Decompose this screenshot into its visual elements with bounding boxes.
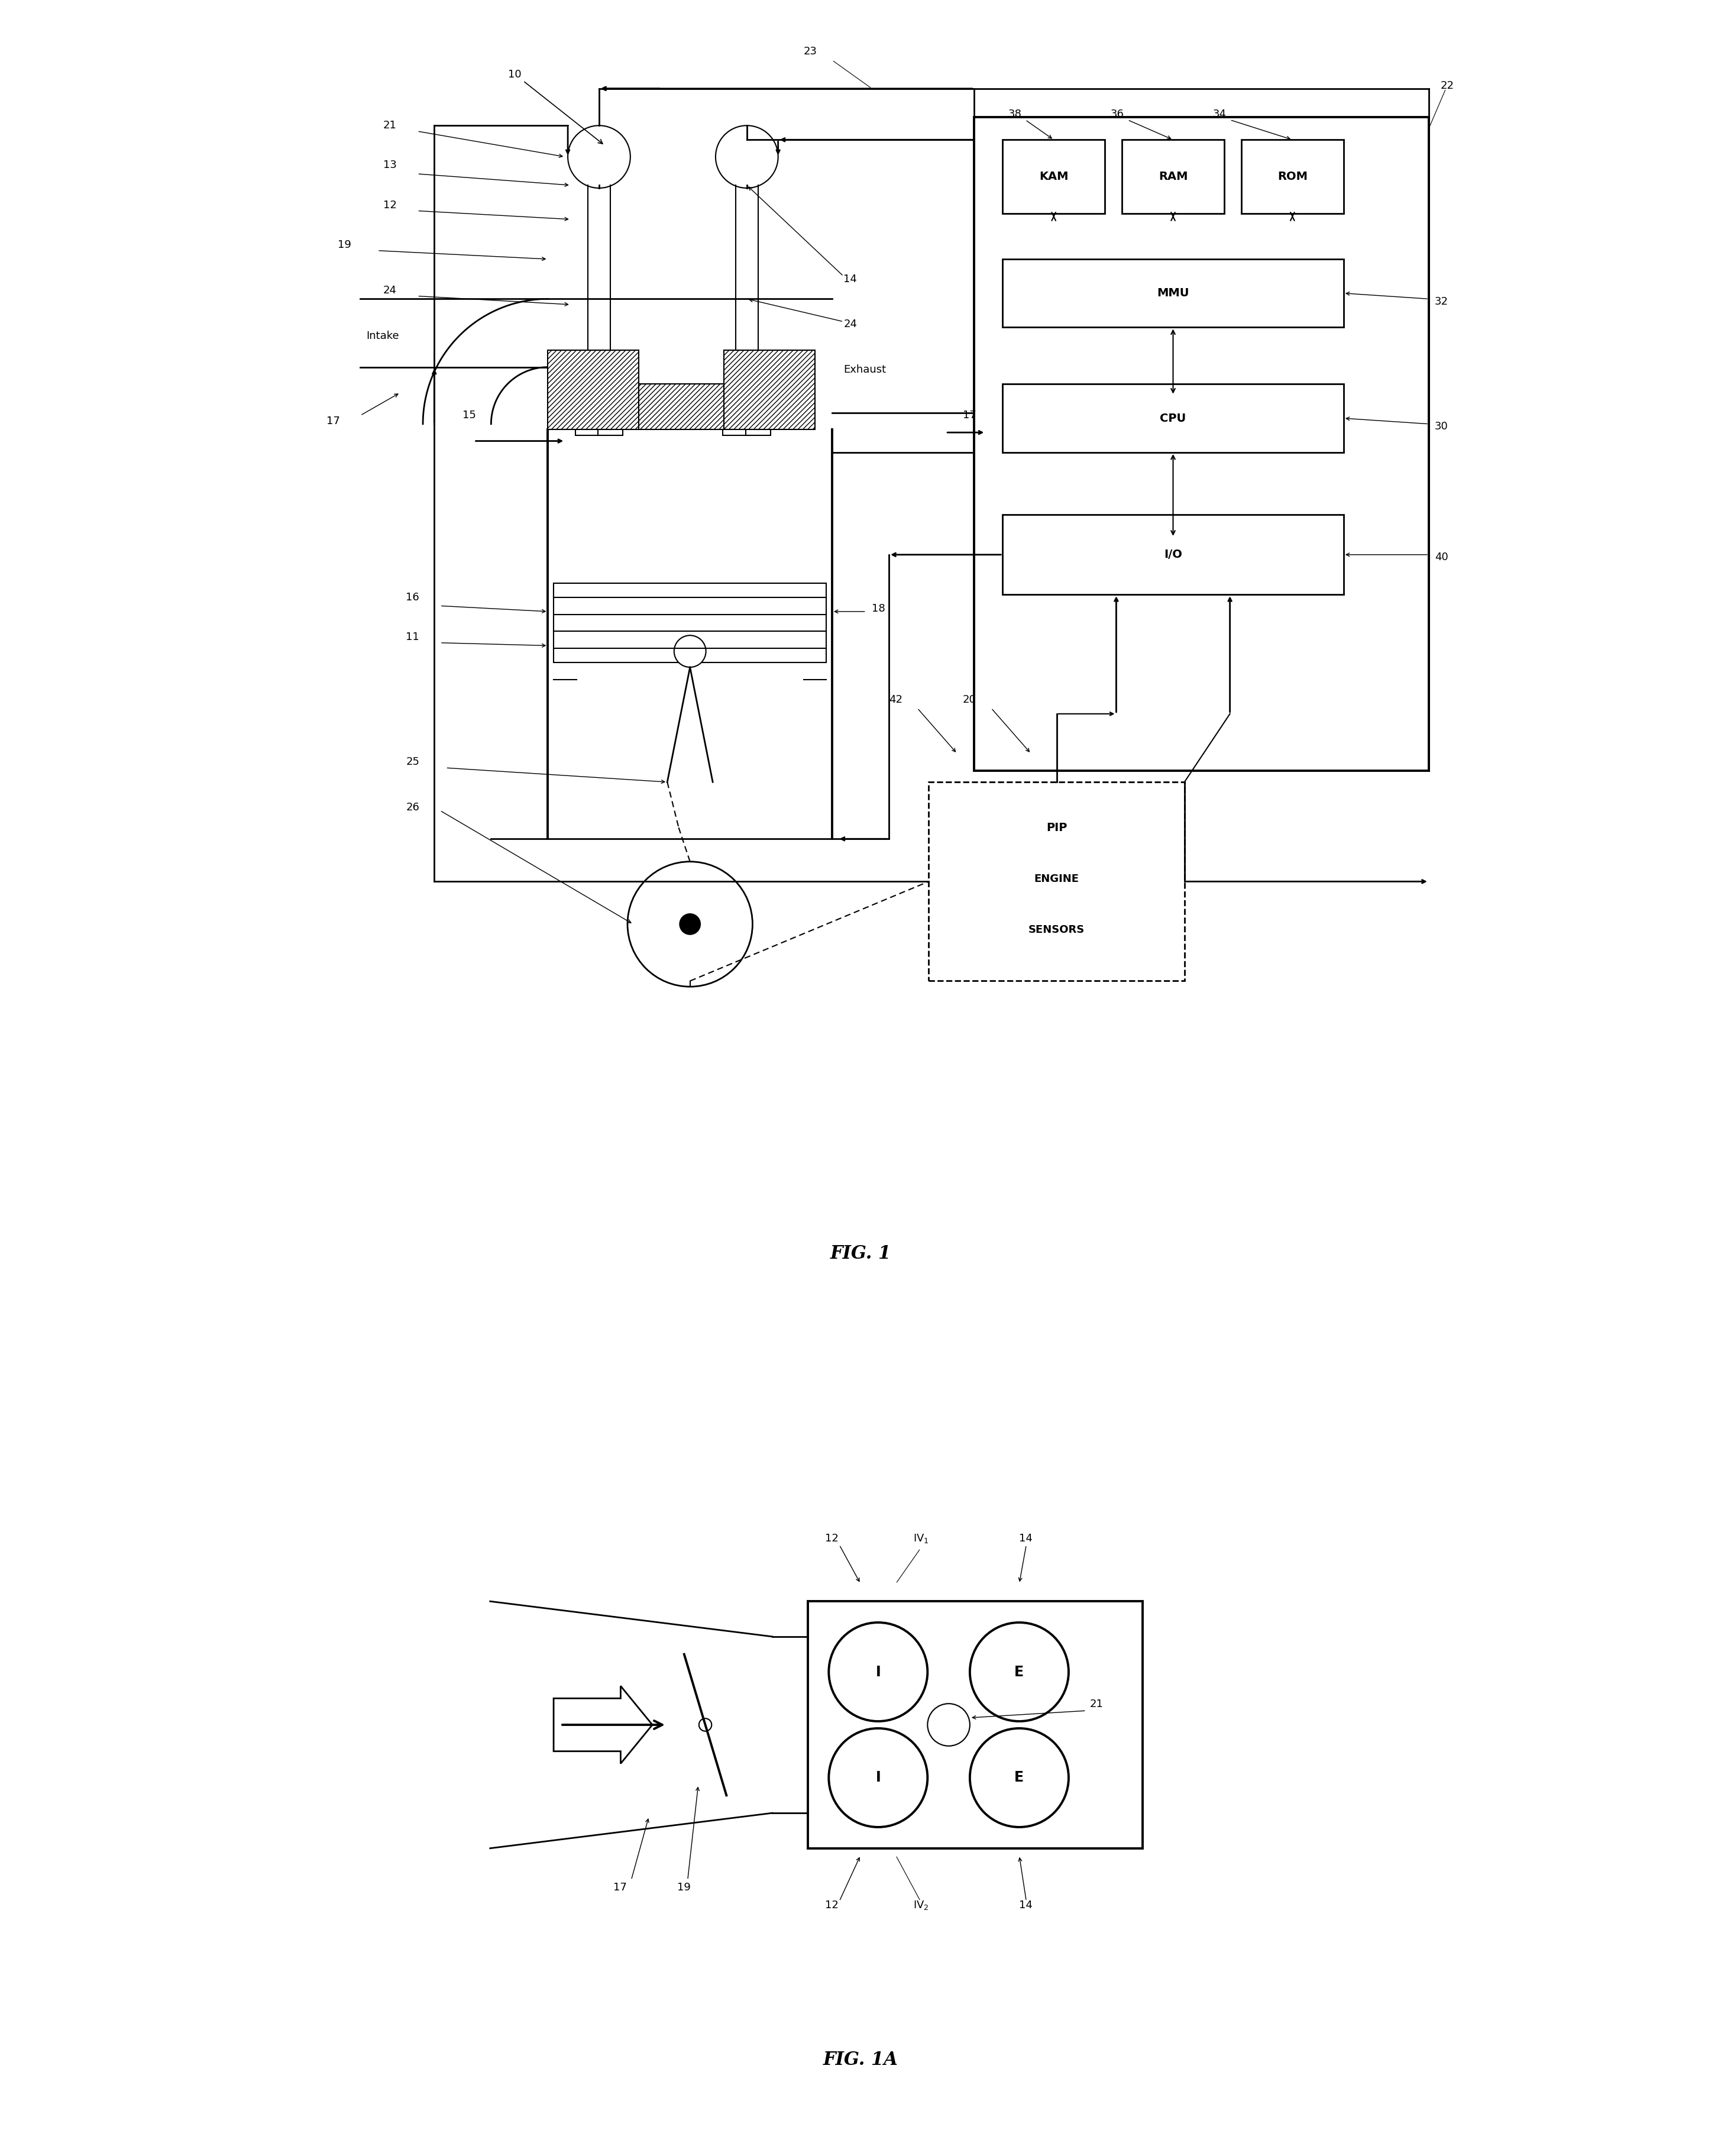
Text: 21: 21 [384,121,396,132]
Text: 23: 23 [804,45,817,56]
Circle shape [680,914,700,934]
Text: 30: 30 [1435,420,1447,431]
Text: ENGINE: ENGINE [1034,873,1079,884]
Text: 14: 14 [843,274,857,285]
Text: 25: 25 [406,757,420,768]
Text: 14: 14 [1019,1533,1033,1544]
Circle shape [971,1623,1069,1720]
Text: 22: 22 [1440,80,1454,91]
Text: 12: 12 [826,1899,838,1910]
Text: 24: 24 [843,319,857,330]
Text: 34: 34 [1213,108,1227,119]
Text: 26: 26 [406,802,420,813]
Circle shape [928,1703,971,1746]
Text: 17: 17 [614,1882,626,1893]
Text: 40: 40 [1435,552,1447,563]
Text: Intake: Intake [367,330,399,341]
Text: 42: 42 [890,694,902,705]
Bar [575,425,601,436]
Text: E: E [1014,1770,1024,1785]
Bar [597,425,623,436]
Bar [1003,515,1344,595]
Text: 38: 38 [1009,108,1022,119]
Circle shape [716,125,778,188]
Bar [807,1602,1143,1848]
Bar [554,582,826,597]
Text: IV$_2$: IV$_2$ [914,1899,929,1910]
Text: 19: 19 [676,1882,690,1893]
Text: 11: 11 [406,632,420,642]
Text: KAM: KAM [1039,170,1069,183]
Text: 20: 20 [962,694,976,705]
FancyArrow shape [554,1686,652,1764]
Bar [725,349,816,429]
Bar [638,384,725,429]
Text: 10: 10 [508,69,602,144]
Text: 24: 24 [384,285,398,295]
Text: ROM: ROM [1277,170,1308,183]
Text: 21: 21 [1089,1699,1103,1710]
Bar [1003,384,1344,453]
Text: I: I [876,1664,881,1680]
Bar [745,425,771,436]
Circle shape [675,636,706,666]
Text: 32: 32 [1435,295,1447,306]
Circle shape [628,862,752,987]
Bar [554,582,826,662]
Text: MMU: MMU [1157,287,1189,300]
Circle shape [699,1718,712,1731]
Text: PIP: PIP [1046,821,1067,832]
Bar [1003,259,1344,328]
Text: 17: 17 [962,410,976,420]
Text: 15: 15 [463,410,477,420]
Text: Exhaust: Exhaust [843,364,886,375]
Circle shape [568,125,630,188]
Text: 12: 12 [384,201,396,211]
Text: 36: 36 [1110,108,1124,119]
Text: FIG. 1A: FIG. 1A [823,2050,898,2070]
Text: SENSORS: SENSORS [1029,925,1084,936]
Bar [1241,140,1344,213]
Text: 16: 16 [406,593,420,602]
Text: IV$_1$: IV$_1$ [914,1533,929,1544]
Text: 19: 19 [337,239,351,250]
Circle shape [971,1729,1069,1826]
Text: E: E [1014,1664,1024,1680]
Circle shape [830,1623,928,1720]
Text: 13: 13 [384,160,396,170]
Bar [547,349,638,429]
Text: 18: 18 [873,604,885,614]
Text: 17: 17 [327,416,339,427]
Bar [974,116,1428,770]
Text: CPU: CPU [1160,412,1186,425]
Bar [1003,140,1105,213]
FancyBboxPatch shape [929,783,1184,981]
Text: I: I [876,1770,881,1785]
Text: I/O: I/O [1163,550,1182,561]
Text: RAM: RAM [1158,170,1187,183]
Bar [723,425,749,436]
Circle shape [830,1729,928,1826]
Bar [1122,140,1224,213]
Text: FIG. 1: FIG. 1 [830,1244,891,1263]
Text: 14: 14 [1019,1899,1033,1910]
Text: 12: 12 [826,1533,838,1544]
